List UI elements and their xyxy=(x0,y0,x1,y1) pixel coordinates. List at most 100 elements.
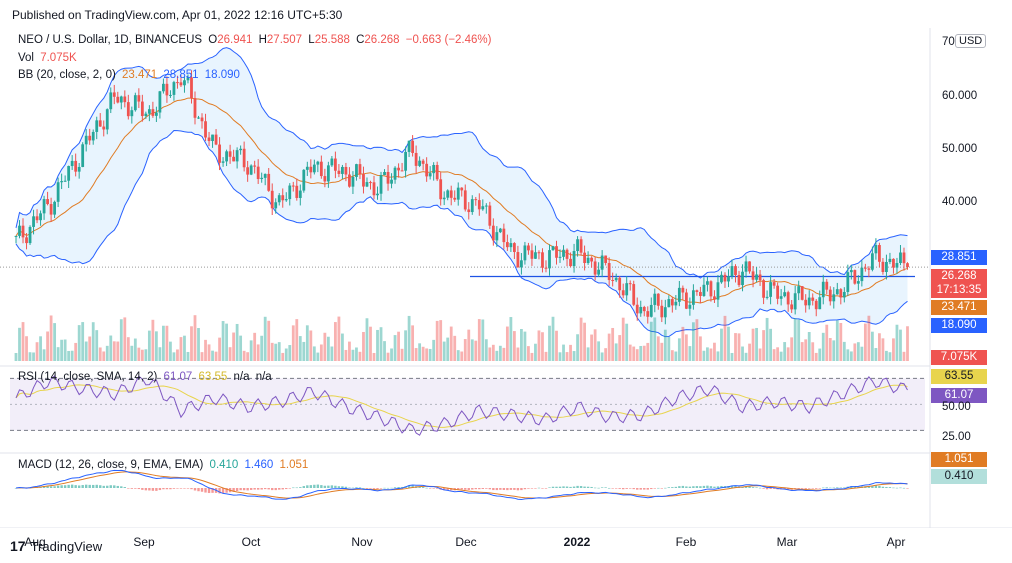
macd-label[interactable]: MACD (12, 26, close, 9, EMA, EMA) xyxy=(18,459,204,471)
macd-histogram-bar xyxy=(313,484,316,488)
volume-bar xyxy=(860,346,864,361)
volume-bar xyxy=(172,352,176,361)
macd-histogram-bar xyxy=(341,486,344,488)
candle-body xyxy=(232,156,236,162)
volume-bar xyxy=(270,342,274,361)
volume-bar xyxy=(446,337,450,361)
volume-bar xyxy=(863,323,867,361)
volume-bar xyxy=(512,331,516,361)
macd-histogram-bar xyxy=(323,485,327,488)
bb-upper-value: 28.851 xyxy=(163,69,199,81)
volume-bar xyxy=(590,334,594,361)
volume-bar xyxy=(751,328,755,361)
macd-histogram-bar xyxy=(99,485,102,488)
chart-canvas[interactable] xyxy=(0,28,1012,528)
volume-bar xyxy=(762,330,765,361)
candle-body xyxy=(239,148,243,151)
macd-histogram-bar xyxy=(548,487,551,488)
published-header: Published on TradingView.com, Apr 01, 20… xyxy=(12,8,343,22)
macd-histogram-bar xyxy=(421,486,425,488)
volume-bar xyxy=(165,325,169,361)
volume-label[interactable]: Vol xyxy=(18,52,34,64)
volume-bar xyxy=(842,341,846,361)
candle-body xyxy=(442,197,446,200)
currency-button[interactable]: USD xyxy=(955,34,987,48)
volume-bar xyxy=(116,341,120,361)
candle-body xyxy=(551,246,555,251)
candle-body xyxy=(856,281,860,284)
candle-body xyxy=(579,239,583,253)
price-tick-60: 60.000 xyxy=(942,90,978,102)
candle-body xyxy=(498,228,502,233)
macd-histogram-bar xyxy=(242,488,246,491)
volume-bar xyxy=(456,350,460,361)
chart-area[interactable]: NEO / U.S. Dollar, 1D, BINANCEUS O26.941… xyxy=(0,28,1012,549)
rsi-legend: RSI (14, close, SMA, 14, 2) 61.07 63.55 … xyxy=(18,371,275,383)
volume-bar xyxy=(474,340,478,361)
volume-bar xyxy=(351,349,355,361)
candle-body xyxy=(681,287,685,293)
open-label: O xyxy=(208,34,218,46)
candle-body xyxy=(253,165,257,167)
volume-bar xyxy=(151,319,155,361)
volume-bar xyxy=(88,336,92,361)
candle-body xyxy=(548,250,551,269)
bb-label[interactable]: BB (20, close, 2, 0) xyxy=(18,69,116,81)
macd-line xyxy=(15,469,908,501)
bb-lower-value: 18.090 xyxy=(204,69,240,81)
candle-body xyxy=(274,202,278,209)
volume-bar xyxy=(312,346,316,361)
candle-body xyxy=(400,170,404,172)
macd-histogram-bar xyxy=(881,486,885,488)
candle-body xyxy=(790,304,794,310)
macd-histogram-bar xyxy=(590,486,593,488)
volume-bar xyxy=(681,326,685,361)
candle-body xyxy=(14,235,18,237)
candle-body xyxy=(818,297,822,310)
footer-brand[interactable]: TradingView xyxy=(30,538,103,554)
volume-bar xyxy=(260,335,264,361)
candle-body xyxy=(730,266,734,277)
macd-histogram-bar xyxy=(829,487,832,489)
volume-bar xyxy=(449,326,453,361)
volume-bar xyxy=(21,322,25,361)
candle-body xyxy=(291,185,295,187)
volume-bar xyxy=(298,336,302,361)
volume-bar xyxy=(839,322,843,361)
volume-bar xyxy=(432,339,436,361)
volume-value: 7.075K xyxy=(40,52,77,64)
volume-bar xyxy=(193,315,197,361)
time-label-oct: Oct xyxy=(241,535,261,549)
macd-histogram-bar xyxy=(885,486,888,488)
bb-upper-price-label: 28.851 xyxy=(931,250,987,265)
macd-histogram-bar xyxy=(534,488,537,489)
macd-histogram-bar xyxy=(800,488,804,489)
candle-body xyxy=(621,290,625,296)
candle-body xyxy=(720,274,723,283)
candle-body xyxy=(418,160,422,166)
macd-histogram-bar xyxy=(815,488,818,489)
candle-body xyxy=(456,187,460,200)
candle-body xyxy=(758,274,762,281)
macd-histogram-bar xyxy=(95,484,98,488)
candle-body xyxy=(365,182,369,187)
macd-histogram-bar xyxy=(618,488,621,489)
volume-bar xyxy=(790,337,794,361)
macd-histogram-bar xyxy=(822,487,825,489)
rsi-label[interactable]: RSI (14, close, SMA, 14, 2) xyxy=(18,371,158,383)
volume-bar xyxy=(818,348,822,361)
volume-bar xyxy=(548,325,551,361)
candle-body xyxy=(804,299,808,306)
macd-histogram-bar xyxy=(225,488,228,493)
symbol-label[interactable]: NEO / U.S. Dollar, 1D, BINANCEUS xyxy=(18,34,203,46)
volume-bar xyxy=(147,330,151,361)
macd-histogram-bar xyxy=(544,488,548,489)
candle-body xyxy=(330,158,334,166)
macd-histogram-bar xyxy=(207,488,211,494)
volume-bar xyxy=(783,342,787,361)
volume-bar xyxy=(628,344,632,361)
candle-body xyxy=(885,261,888,273)
candle-body xyxy=(32,216,35,227)
volume-bar xyxy=(481,319,485,361)
macd-histogram-bar xyxy=(141,488,144,490)
